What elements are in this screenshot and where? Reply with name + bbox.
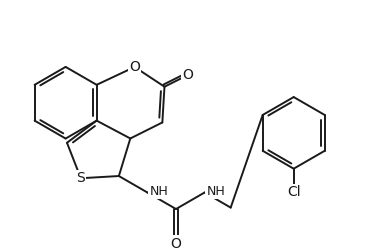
Text: O: O [182, 68, 193, 82]
Text: O: O [171, 237, 181, 249]
Text: NH: NH [149, 185, 168, 198]
Text: S: S [77, 171, 85, 185]
Text: NH: NH [207, 185, 225, 198]
Text: Cl: Cl [287, 185, 301, 199]
Text: O: O [129, 60, 140, 74]
